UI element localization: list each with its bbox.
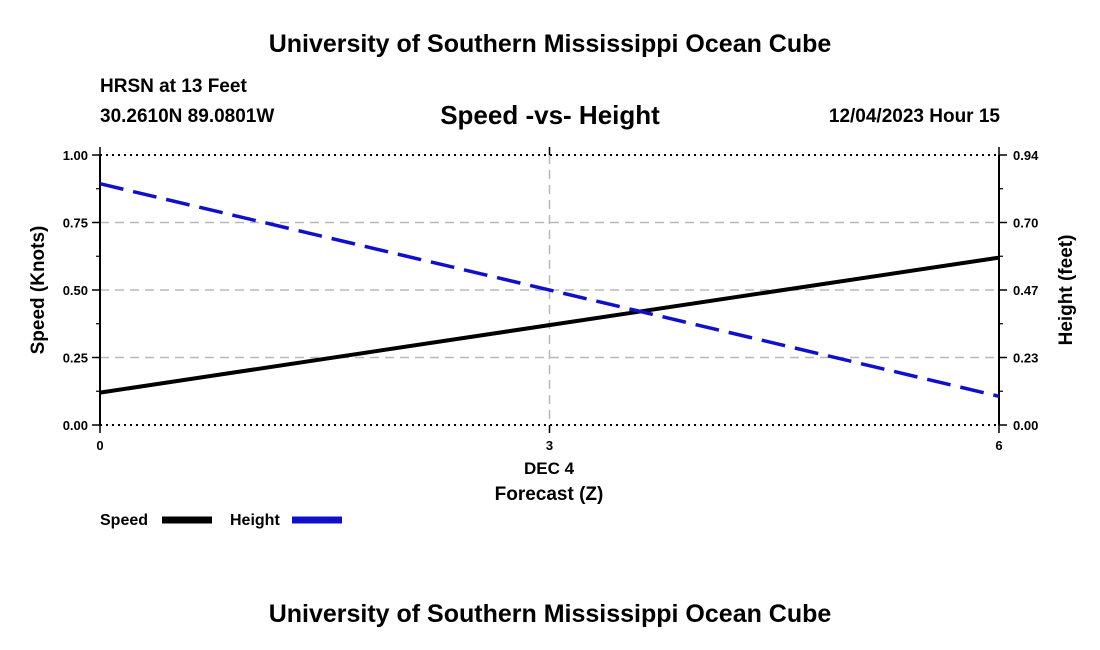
x-axis-date-label: DEC 4: [524, 459, 575, 478]
page-title: University of Southern Mississippi Ocean…: [268, 30, 832, 58]
y-axis-left-title: Speed (Knots): [28, 226, 49, 355]
x-axis-title: Forecast (Z): [495, 484, 604, 505]
x-tick-label: 0: [96, 438, 103, 453]
y-left-tick-label: 0.25: [63, 351, 88, 366]
footer-title: University of Southern Mississippi Ocean…: [268, 600, 832, 628]
y-right-tick-label: 0.94: [1013, 148, 1039, 163]
x-tick-label: 3: [546, 438, 553, 453]
chart-ticks: 0.00 0.25 0.50 0.75 1.00 0.00 0.23 0.47 0.70 0.94…: [63, 147, 1039, 453]
legend-label-speed: Speed: [100, 512, 148, 529]
legend-label-height: Height: [230, 512, 280, 529]
y-left-tick-label: 0.00: [63, 418, 88, 433]
station-coordinates: 30.2610N 89.0801W: [100, 106, 275, 127]
y-left-tick-label: 1.00: [63, 148, 88, 163]
y-axis-right-title: Height (feet): [1056, 235, 1077, 346]
y-right-tick-label: 0.70: [1013, 216, 1038, 231]
y-right-tick-label: 0.23: [1013, 351, 1038, 366]
y-right-tick-label: 0.00: [1013, 418, 1038, 433]
y-left-tick-label: 0.50: [63, 283, 88, 298]
series-line-height: [99, 182, 1000, 398]
x-tick-label: 6: [995, 438, 1002, 453]
chart-title: Speed -vs- Height: [440, 100, 660, 130]
chart-legend: Speed Height: [100, 512, 342, 529]
station-label: HRSN at 13 Feet: [100, 76, 247, 97]
y-left-tick-label: 0.75: [63, 216, 88, 231]
chart-series: [99, 182, 1000, 398]
series-line-speed: [99, 255, 1000, 395]
forecast-datetime: 12/04/2023 Hour 15: [828, 106, 1000, 127]
y-right-tick-label: 0.47: [1013, 283, 1038, 298]
